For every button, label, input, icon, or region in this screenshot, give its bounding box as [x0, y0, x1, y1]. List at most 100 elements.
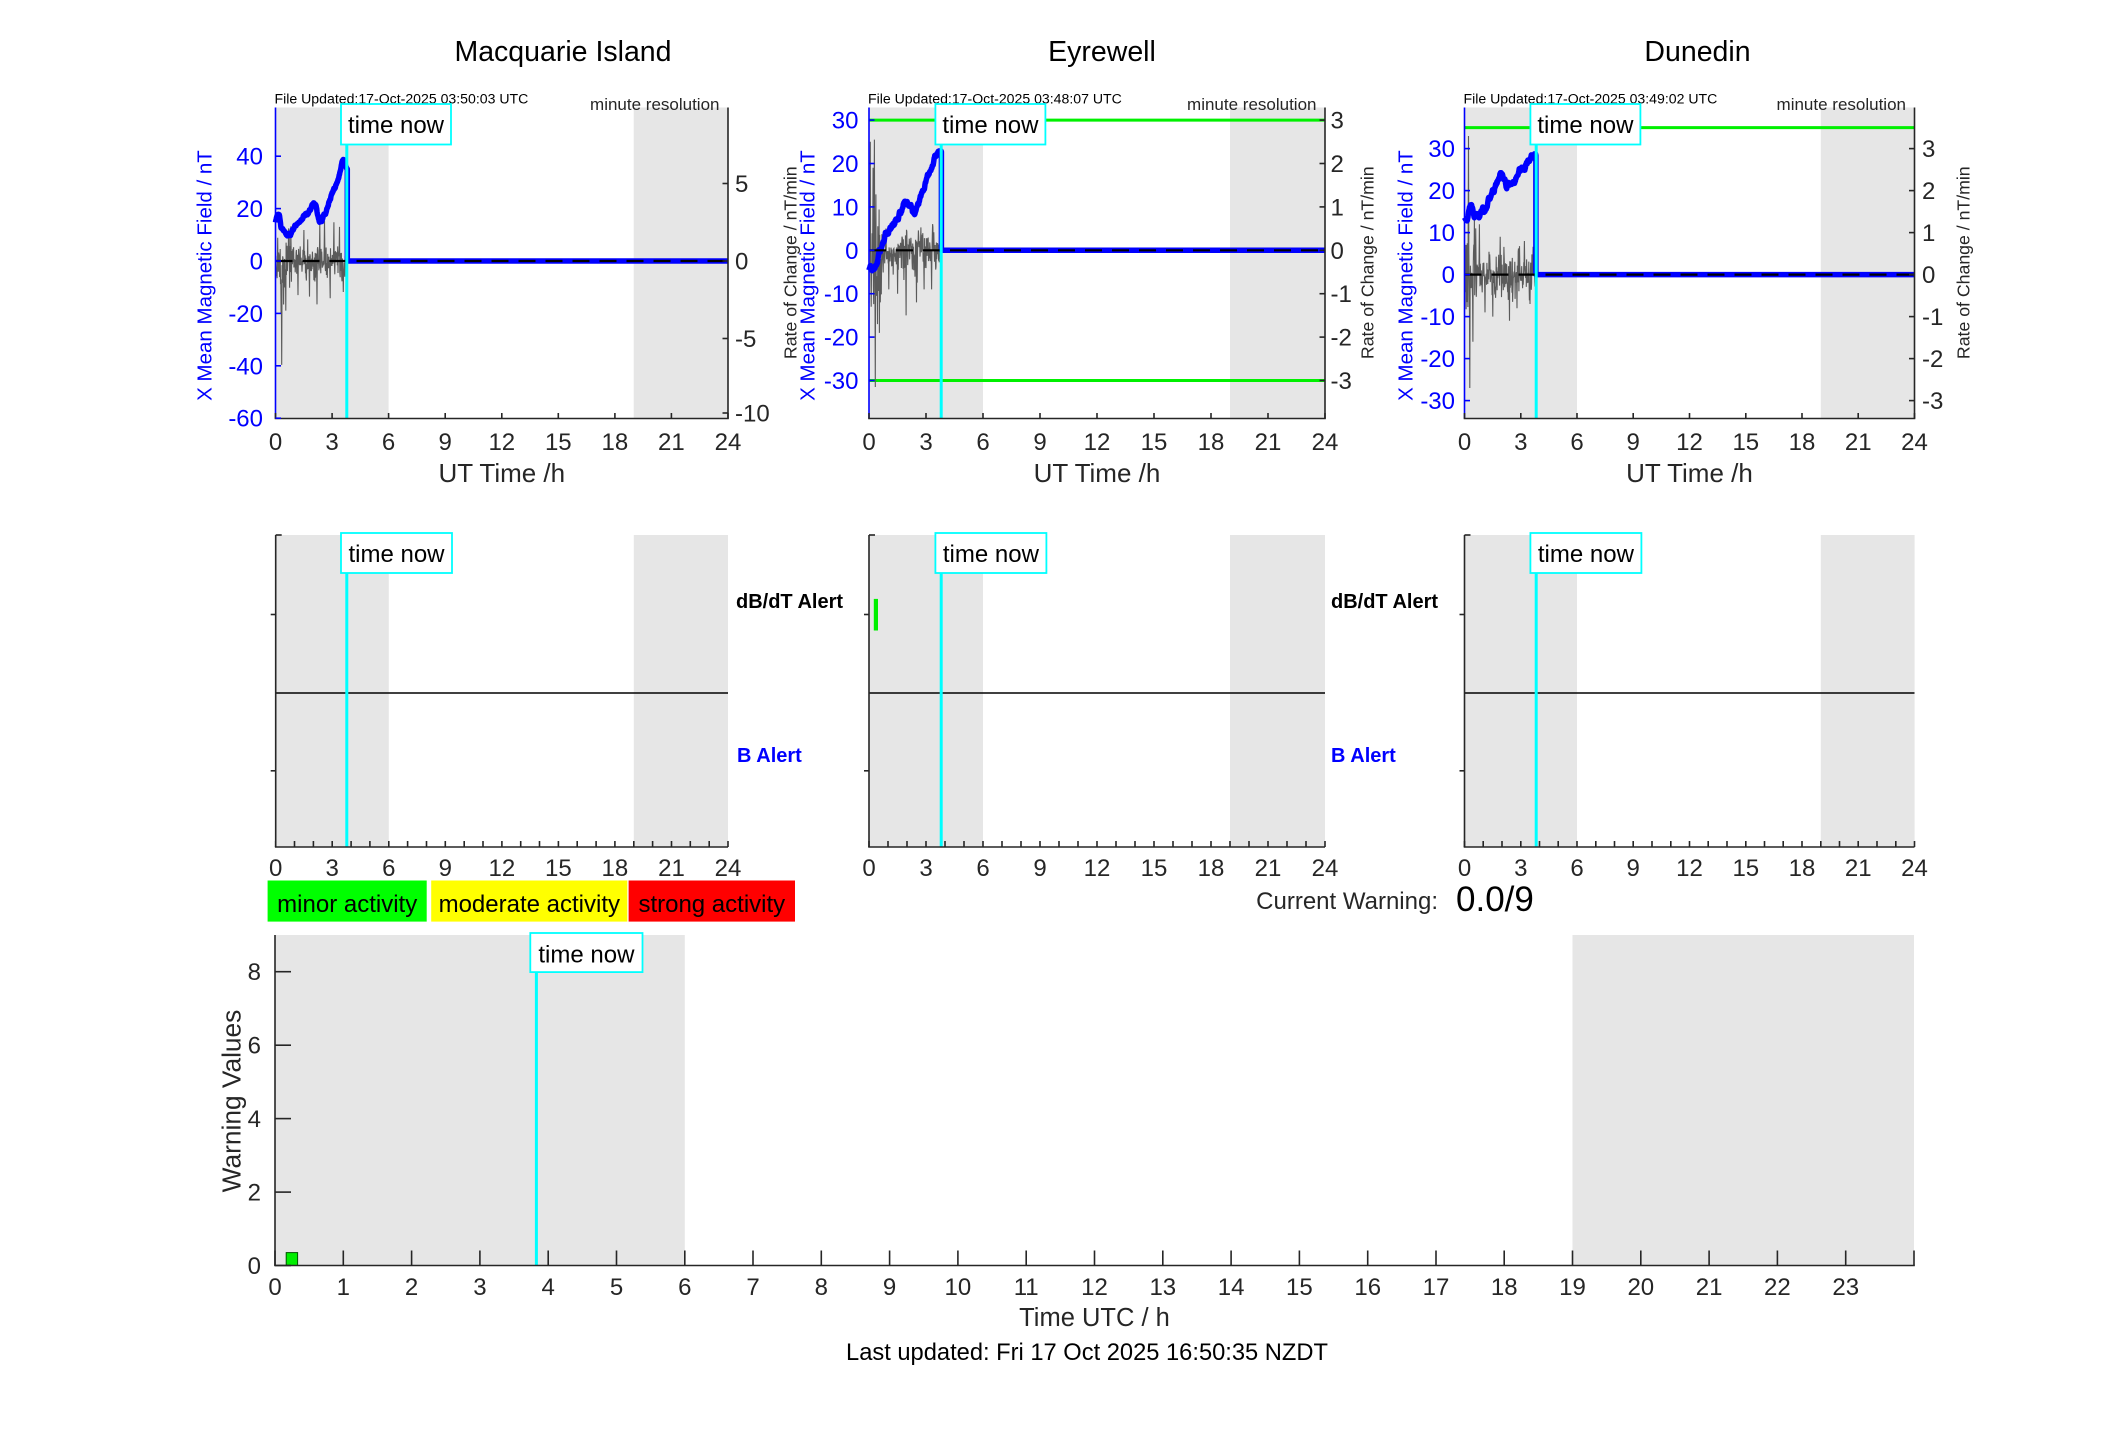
svg-text:-20: -20	[1420, 346, 1455, 373]
svg-text:18: 18	[1491, 1274, 1518, 1301]
svg-text:1: 1	[1331, 194, 1344, 221]
svg-text:6: 6	[382, 855, 395, 882]
svg-text:24: 24	[1901, 429, 1928, 456]
svg-text:24: 24	[1901, 855, 1928, 882]
svg-text:3: 3	[919, 855, 932, 882]
svg-text:12: 12	[1081, 1274, 1108, 1301]
svg-text:0: 0	[1442, 262, 1455, 289]
svg-text:10: 10	[945, 1274, 972, 1301]
svg-text:20: 20	[832, 151, 859, 178]
svg-text:7: 7	[746, 1274, 759, 1301]
svg-text:18: 18	[1198, 855, 1225, 882]
svg-text:1: 1	[1922, 220, 1935, 247]
svg-text:18: 18	[1198, 429, 1225, 456]
svg-text:12: 12	[1084, 855, 1111, 882]
svg-text:-10: -10	[735, 401, 770, 428]
svg-text:0.0/9: 0.0/9	[1456, 880, 1534, 919]
svg-text:File Updated:17-Oct-2025 03:48: File Updated:17-Oct-2025 03:48:07 UTC	[868, 91, 1122, 107]
svg-text:23: 23	[1832, 1274, 1859, 1301]
svg-text:12: 12	[488, 429, 515, 456]
svg-text:19: 19	[1559, 1274, 1586, 1301]
svg-text:3: 3	[1514, 429, 1527, 456]
svg-text:21: 21	[1845, 429, 1872, 456]
svg-text:20: 20	[236, 196, 263, 223]
svg-text:B Alert: B Alert	[1331, 745, 1396, 767]
svg-text:9: 9	[1033, 855, 1046, 882]
svg-text:-2: -2	[1331, 325, 1352, 352]
svg-text:6: 6	[678, 1274, 691, 1301]
svg-text:0: 0	[735, 249, 748, 276]
svg-text:21: 21	[1845, 855, 1872, 882]
svg-text:Rate of Change / nT/min: Rate of Change / nT/min	[780, 166, 800, 359]
svg-text:30: 30	[832, 108, 859, 135]
svg-text:13: 13	[1149, 1274, 1176, 1301]
svg-text:File Updated:17-Oct-2025 03:49: File Updated:17-Oct-2025 03:49:02 UTC	[1464, 91, 1718, 107]
svg-text:21: 21	[658, 855, 685, 882]
svg-text:File Updated:17-Oct-2025 03:50: File Updated:17-Oct-2025 03:50:03 UTC	[275, 91, 529, 107]
svg-text:5: 5	[610, 1274, 623, 1301]
svg-text:-3: -3	[1922, 388, 1943, 415]
svg-text:3: 3	[473, 1274, 486, 1301]
svg-text:-10: -10	[824, 281, 859, 308]
svg-text:6: 6	[976, 855, 989, 882]
svg-text:0: 0	[250, 249, 263, 276]
svg-text:16: 16	[1354, 1274, 1381, 1301]
svg-text:21: 21	[1255, 429, 1282, 456]
svg-text:6: 6	[1570, 429, 1583, 456]
svg-text:0: 0	[1331, 238, 1344, 265]
svg-text:-40: -40	[228, 353, 263, 380]
svg-text:time now: time now	[348, 541, 445, 568]
svg-text:30: 30	[1428, 136, 1455, 163]
svg-text:24: 24	[715, 855, 742, 882]
svg-text:21: 21	[658, 429, 685, 456]
svg-text:40: 40	[236, 144, 263, 171]
svg-text:dB/dT Alert: dB/dT Alert	[1331, 591, 1438, 613]
svg-text:B Alert: B Alert	[737, 745, 802, 767]
svg-text:3: 3	[1922, 136, 1935, 163]
svg-text:X Mean Magnetic Field / nT: X Mean Magnetic Field / nT	[194, 150, 217, 401]
svg-text:Rate of Change / nT/min: Rate of Change / nT/min	[1357, 166, 1377, 359]
svg-text:0: 0	[269, 429, 282, 456]
svg-text:UT Time /h: UT Time /h	[1626, 458, 1753, 488]
svg-text:6: 6	[382, 429, 395, 456]
svg-text:9: 9	[1627, 855, 1640, 882]
svg-text:17: 17	[1423, 1274, 1450, 1301]
svg-text:24: 24	[1312, 429, 1339, 456]
svg-text:-1: -1	[1331, 281, 1352, 308]
svg-text:15: 15	[1141, 855, 1168, 882]
svg-text:2: 2	[405, 1274, 418, 1301]
svg-text:12: 12	[489, 855, 516, 882]
svg-text:12: 12	[1676, 429, 1703, 456]
svg-text:1: 1	[337, 1274, 350, 1301]
svg-text:-5: -5	[735, 326, 756, 353]
svg-text:2: 2	[1922, 178, 1935, 205]
svg-text:0: 0	[862, 429, 875, 456]
svg-text:18: 18	[602, 429, 629, 456]
svg-text:14: 14	[1218, 1274, 1245, 1301]
svg-text:0: 0	[269, 855, 282, 882]
svg-text:8: 8	[815, 1274, 828, 1301]
svg-text:time now: time now	[1538, 541, 1635, 568]
svg-text:moderate activity: moderate activity	[439, 891, 620, 918]
svg-text:0: 0	[1458, 429, 1471, 456]
svg-text:time now: time now	[348, 112, 445, 139]
svg-text:Eyrewell: Eyrewell	[1048, 36, 1156, 68]
svg-text:Warning Values: Warning Values	[216, 1010, 246, 1193]
svg-text:18: 18	[1789, 855, 1816, 882]
svg-text:Macquarie Island: Macquarie Island	[454, 36, 671, 68]
svg-text:15: 15	[545, 855, 572, 882]
svg-text:9: 9	[439, 429, 452, 456]
svg-text:18: 18	[1789, 429, 1816, 456]
svg-text:4: 4	[542, 1274, 555, 1301]
svg-text:24: 24	[715, 429, 742, 456]
svg-text:15: 15	[1141, 429, 1168, 456]
svg-text:-20: -20	[228, 301, 263, 328]
svg-text:0: 0	[268, 1274, 281, 1301]
svg-text:X Mean Magnetic Field / nT: X Mean Magnetic Field / nT	[797, 150, 820, 401]
svg-text:24: 24	[1312, 855, 1339, 882]
svg-text:10: 10	[832, 194, 859, 221]
svg-text:minor activity: minor activity	[277, 891, 417, 918]
svg-text:UT Time /h: UT Time /h	[438, 458, 565, 488]
svg-text:9: 9	[1033, 429, 1046, 456]
svg-text:0: 0	[845, 238, 858, 265]
